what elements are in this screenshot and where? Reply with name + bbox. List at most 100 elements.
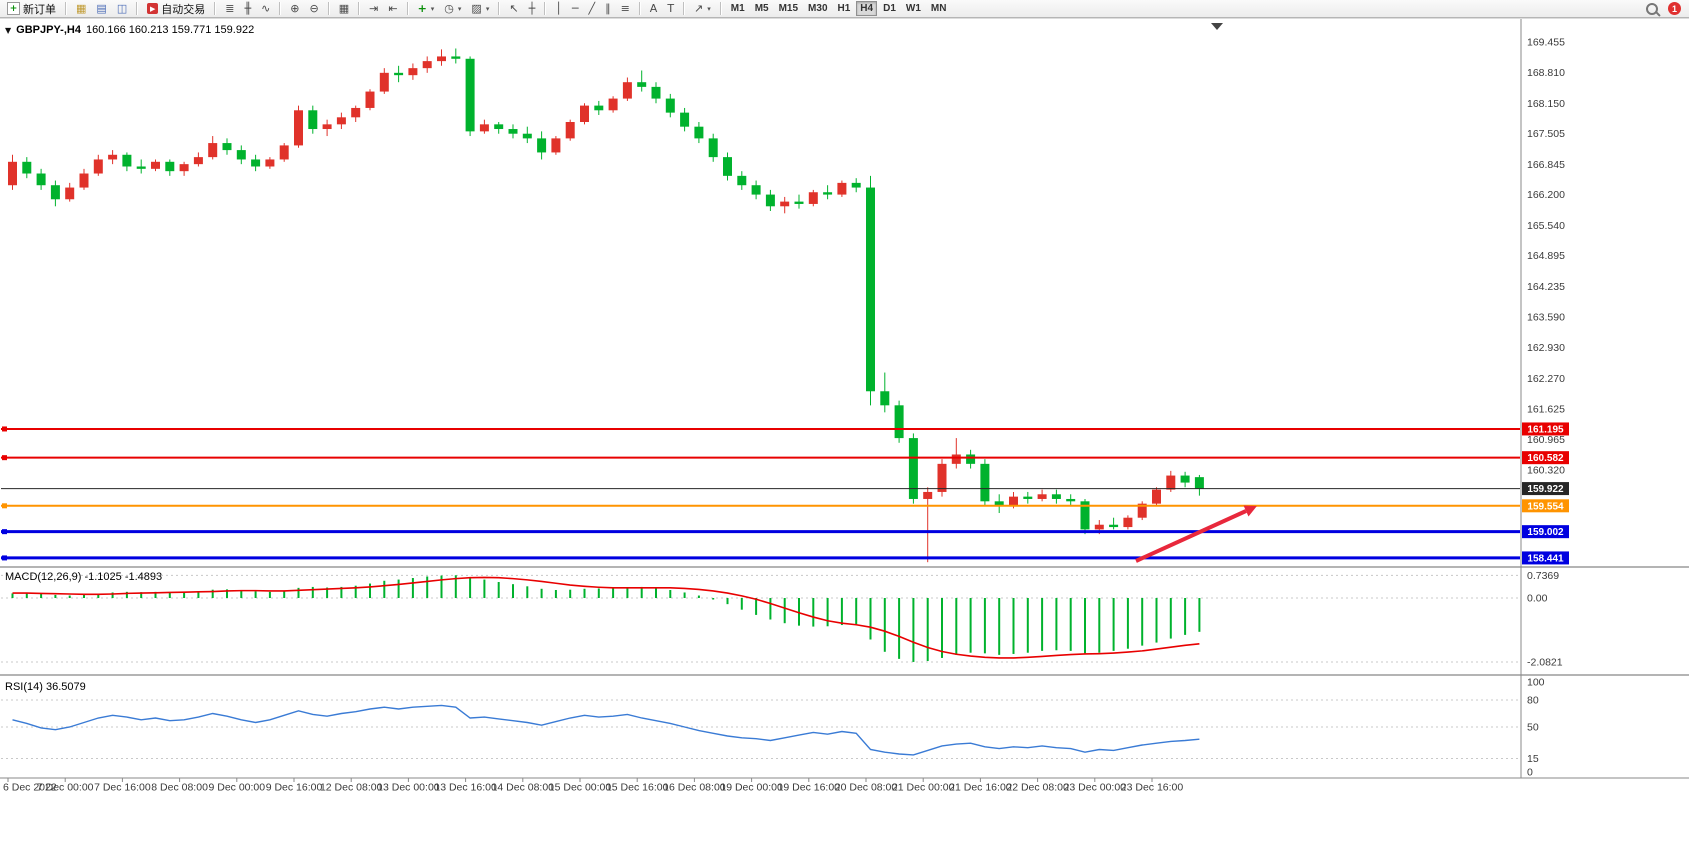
timeframe-m5[interactable]: M5 [751, 1, 773, 16]
channel-button[interactable]: ∥ [601, 1, 615, 16]
time-axis-label: 19 Dec 16:00 [778, 782, 841, 794]
market-watch-button[interactable]: ◫ [113, 1, 131, 16]
candle-body [966, 454, 976, 464]
level-line-handle[interactable] [2, 455, 7, 461]
level-line-handle[interactable] [2, 555, 7, 561]
tile-windows-button[interactable]: ▦ [335, 1, 353, 16]
time-axis-label: 19 Dec 00:00 [720, 782, 783, 794]
candle-body [451, 56, 461, 59]
chart-shift-marker[interactable] [1211, 23, 1223, 30]
candle-body [1137, 503, 1147, 518]
candle-body [36, 173, 46, 186]
price-axis-label: 166.845 [1527, 159, 1565, 171]
candle-body [723, 157, 732, 176]
notification-badge[interactable]: 1 [1668, 2, 1681, 15]
panel-separator[interactable] [0, 674, 1689, 676]
candle-body [923, 491, 933, 499]
bar-chart-button[interactable]: ≣ [221, 1, 238, 16]
clock-icon: ◷ [444, 2, 454, 15]
price-chart-canvas[interactable]: 161.195 160.582 159.922 159.554 159.002 158.4… [0, 19, 1689, 857]
trendline-button[interactable]: ╱ [584, 1, 599, 16]
candle-body [780, 201, 790, 207]
trend-arrow-annotation[interactable] [1135, 509, 1247, 563]
dropdown-arrow-icon: ▾ [457, 4, 462, 13]
candle-body [394, 72, 404, 76]
level-line-handle[interactable] [2, 529, 7, 535]
candlestick-chart-button[interactable]: ╫ [240, 1, 255, 16]
macd-signal-line [12, 576, 1200, 659]
candle-body [265, 159, 275, 167]
price-axis-label: 162.270 [1527, 373, 1565, 385]
fibonacci-button[interactable]: ≡ [617, 1, 634, 16]
timeframe-m5-label: M5 [754, 3, 769, 14]
chart-shift-button[interactable]: ⇤ [384, 1, 401, 16]
candle-body [737, 175, 747, 186]
timeframe-m30[interactable]: M30 [804, 1, 831, 16]
candle-body [65, 187, 75, 200]
charts-grid-button[interactable]: ▦ [72, 1, 90, 16]
macd-axis-label: 0.00 [1527, 593, 1548, 605]
arrows-button[interactable]: ↗ ▾ [690, 1, 715, 16]
rsi-line [12, 704, 1200, 756]
periods-button[interactable]: ◷ ▾ [440, 1, 465, 16]
charts-grid-icon: ▦ [76, 2, 87, 15]
price-tag [1522, 499, 1569, 513]
zoom-out-button[interactable]: ⊖ [306, 1, 323, 16]
candle-body [1066, 498, 1076, 502]
cursor-button[interactable]: ↖ [505, 1, 522, 16]
time-axis-label: 7 Dec 16:00 [94, 782, 151, 794]
time-axis-label: 20 Dec 08:00 [835, 782, 898, 794]
time-axis-label: 16 Dec 08:00 [663, 782, 726, 794]
candle-body [151, 161, 160, 169]
price-axis-label: 161.625 [1527, 403, 1565, 415]
new-order-button[interactable]: + 新订单 [3, 1, 60, 16]
timeframe-m15-label: M15 [778, 3, 799, 14]
timeframe-m15[interactable]: M15 [775, 1, 802, 16]
candle-body [1094, 524, 1104, 530]
timeframe-mn[interactable]: MN [927, 1, 951, 16]
toolbar: + 新订单 ▦ ▤ ◫ ▶ 自动交易 ≣ ╫ ∿ ⊕ ⊖ ▦ ⇥ ⇤ + ▾ ◷ ▾ ▨ ▾ ↖ ┼ │ ─ ╱ ∥ ≡ A T ↗ ▾ M1 M… [0, 0, 1689, 18]
timeframe-w1[interactable]: W1 [902, 1, 925, 16]
price-tag [1522, 525, 1569, 539]
price-tag-label: 159.922 [1527, 484, 1564, 495]
timeframe-h1-label: H1 [837, 3, 851, 14]
candle-body [494, 124, 504, 130]
timeframe-d1[interactable]: D1 [879, 1, 900, 16]
toolbar-right: 1 [1646, 2, 1689, 15]
zoom-in-button[interactable]: ⊕ [286, 1, 303, 16]
candlestick-icon: ╫ [244, 2, 252, 15]
panel-separator[interactable] [0, 566, 1689, 568]
candle-body [794, 201, 804, 204]
price-tag [1522, 451, 1569, 465]
vertical-line-button[interactable]: │ [551, 1, 566, 16]
timeframe-h4[interactable]: H4 [856, 1, 878, 16]
new-order-icon: + [7, 2, 20, 15]
text-icon: A [649, 2, 658, 15]
text-button[interactable]: A [646, 1, 662, 16]
line-chart-button[interactable]: ∿ [257, 1, 274, 16]
candle-body [637, 82, 647, 87]
profiles-button[interactable]: ▤ [92, 1, 110, 16]
autotrading-button[interactable]: ▶ 自动交易 [143, 1, 209, 16]
price-axis-label: 160.965 [1527, 434, 1565, 446]
indicators-button[interactable]: + ▾ [414, 1, 439, 16]
text-label-button[interactable]: T [663, 1, 678, 16]
candle-body [622, 82, 632, 99]
cursor-icon: ↖ [509, 2, 519, 15]
time-axis-label: 7 Dec 00:00 [37, 782, 94, 794]
auto-scroll-button[interactable]: ⇥ [365, 1, 382, 16]
crosshair-button[interactable]: ┼ [525, 1, 540, 16]
level-line-handle[interactable] [2, 426, 7, 432]
level-line-handle[interactable] [2, 503, 7, 509]
timeframe-m1[interactable]: M1 [727, 1, 749, 16]
search-icon[interactable] [1646, 2, 1658, 15]
toolbar-separator [683, 2, 686, 15]
toolbar-separator [498, 2, 501, 15]
dropdown-arrow-icon: ▾ [485, 4, 490, 13]
templates-button[interactable]: ▨ ▾ [467, 1, 493, 16]
timeframe-h1[interactable]: H1 [834, 1, 855, 16]
time-axis-label: 6 Dec 2022 [3, 782, 57, 794]
candle-body [437, 56, 446, 62]
candle-body [765, 194, 775, 207]
horizontal-line-button[interactable]: ─ [568, 1, 583, 16]
